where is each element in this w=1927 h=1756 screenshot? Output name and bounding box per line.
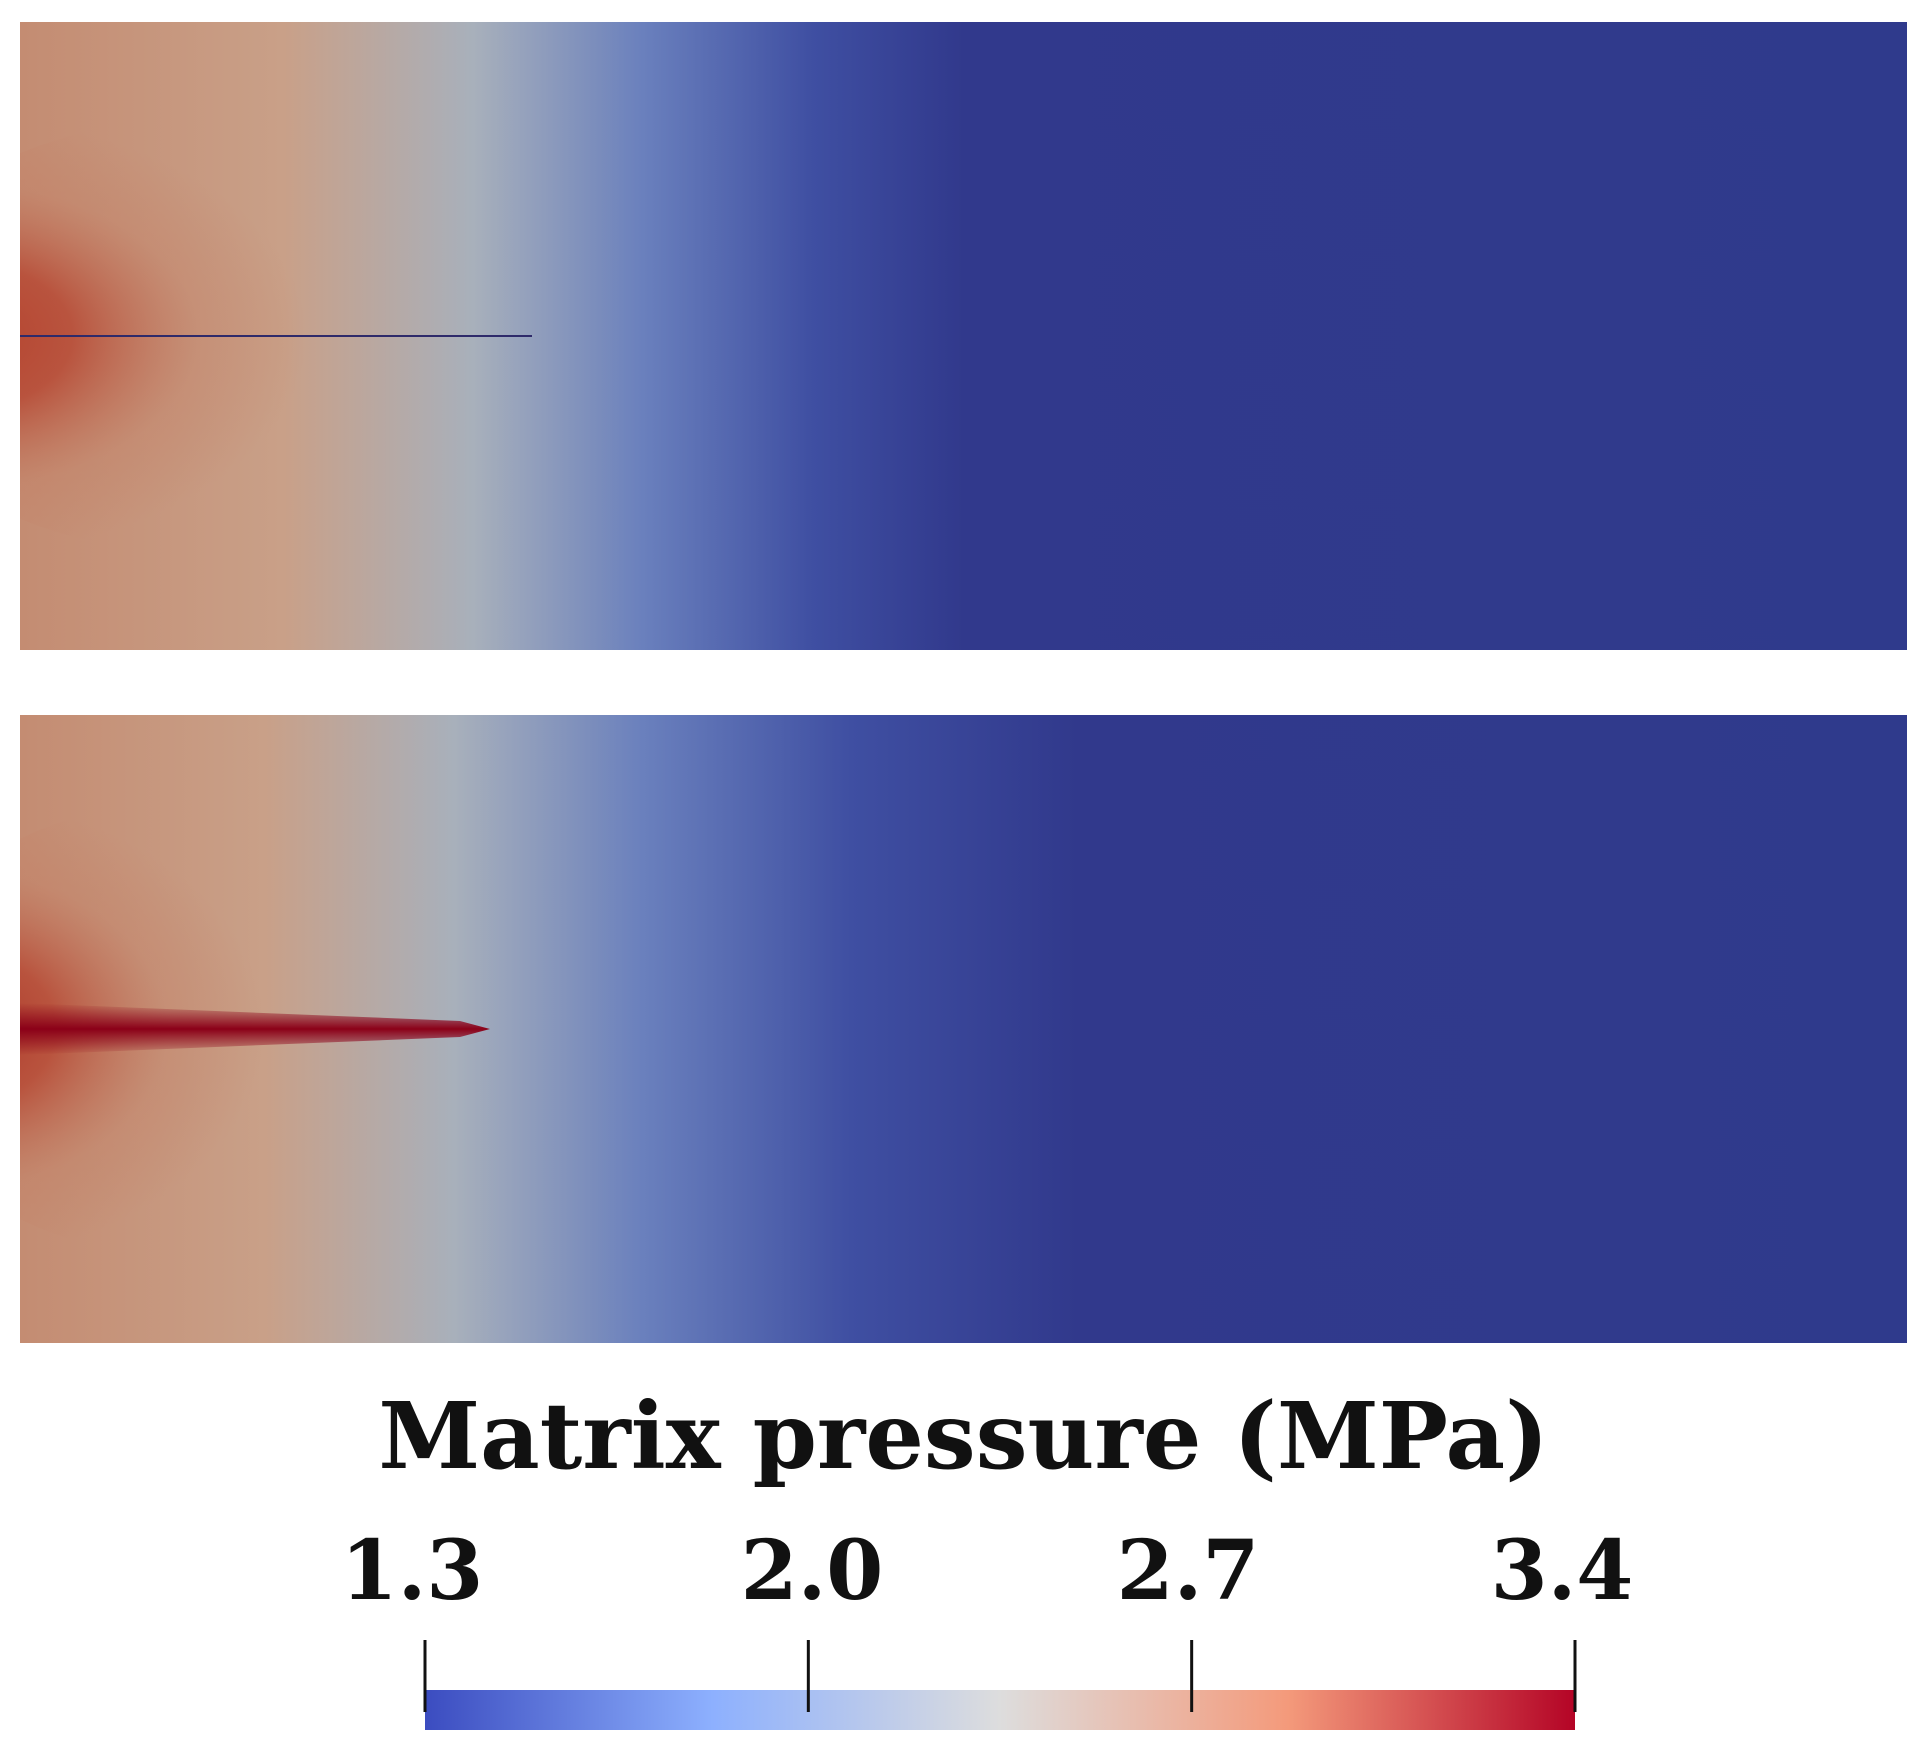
colorbar [420, 1640, 1580, 1730]
colorbar-tick-label: 2.0 [740, 1523, 884, 1619]
colorbar-gradient [425, 1690, 1575, 1730]
fracture-zone [20, 1003, 490, 1055]
pressure-field-panel-top [20, 22, 1907, 650]
colorbar-title: Matrix pressure (MPa) [378, 1382, 1549, 1490]
colorbar-tick-label: 1.3 [340, 1523, 484, 1619]
pressure-field-panel-bottom [20, 715, 1907, 1343]
colorbar-tick-label: 2.7 [1116, 1523, 1260, 1619]
colorbar-tick-label: 3.4 [1490, 1523, 1634, 1619]
